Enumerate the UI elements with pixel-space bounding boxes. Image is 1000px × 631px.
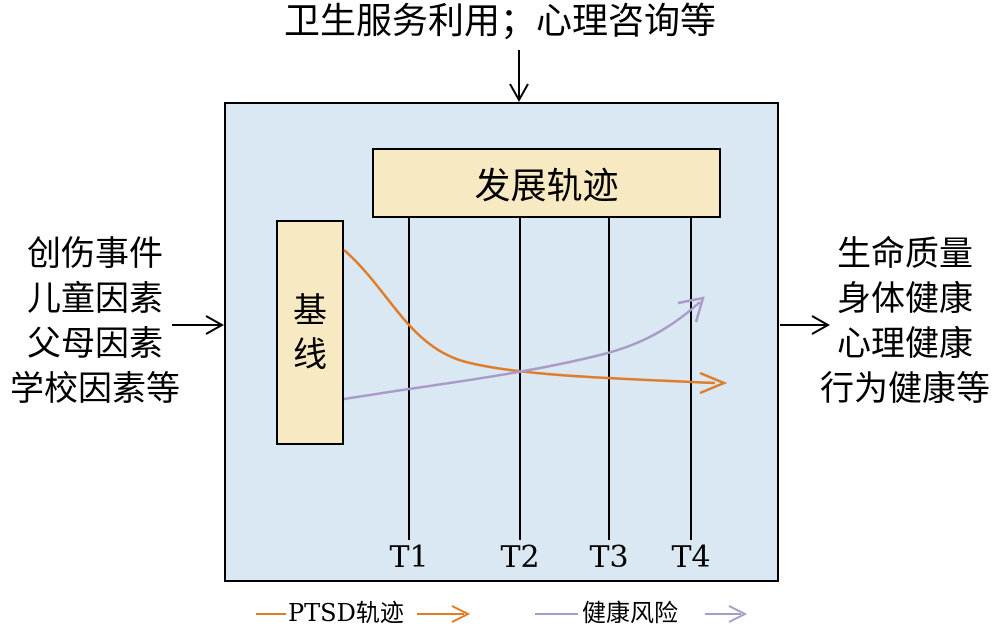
- time-label-t4: T4: [671, 540, 711, 575]
- time-label-t2: T2: [500, 540, 540, 575]
- left-input-arrowhead: [205, 315, 225, 335]
- outcome-physical-health: 身体健康: [837, 279, 973, 319]
- service-utilization-label: 卫生服务利用；心理咨询等: [283, 1, 716, 42]
- outcome-list: 生命质量 身体健康 心理健康 行为健康等: [810, 232, 1000, 412]
- legend-ptsd-arrowhead: [451, 605, 471, 623]
- outcome-mental-health: 心理健康: [837, 324, 973, 364]
- legend-health-risk-label: 健康风险: [582, 599, 678, 627]
- input-factor-parent: 父母因素: [27, 324, 163, 364]
- time-label-t3: T3: [589, 540, 629, 575]
- legend-health-risk-arrowhead: [728, 605, 748, 623]
- time-label-t1: T1: [389, 540, 429, 575]
- baseline-label: 基线: [293, 290, 327, 375]
- input-factor-child: 儿童因素: [27, 279, 163, 319]
- input-factor-school: 学校因素等: [10, 369, 180, 409]
- input-factor-trauma-event: 创伤事件: [27, 234, 163, 274]
- top-input-arrowhead: [509, 83, 529, 103]
- input-factors: 创伤事件 儿童因素 父母因素 学校因素等: [0, 232, 190, 412]
- trajectory-box-label: 发展轨迹: [474, 166, 619, 207]
- outcome-quality-of-life: 生命质量: [837, 234, 973, 274]
- baseline-box: 基线: [276, 220, 344, 445]
- outcome-behavioral-health: 行为健康等: [820, 369, 990, 409]
- legend-ptsd-label: PTSD轨迹: [288, 599, 404, 627]
- trajectory-box: 发展轨迹: [372, 148, 721, 218]
